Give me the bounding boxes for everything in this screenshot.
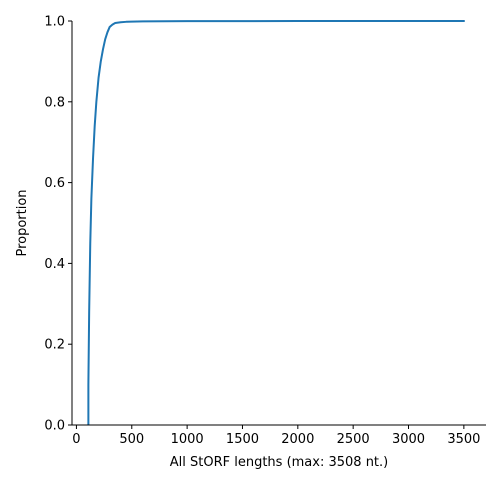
y-tick-label: 0.2 <box>44 338 65 353</box>
plot-area <box>87 20 465 425</box>
x-axis-ticks: 0 500 1000 1500 2000 2500 3000 3500 <box>72 425 480 447</box>
x-tick-label: 1500 <box>226 432 259 447</box>
y-tick-label: 0.8 <box>44 95 65 110</box>
x-tick-label: 500 <box>119 432 144 447</box>
y-tick-label: 0.4 <box>44 257 65 272</box>
x-axis-label: All StORF lengths (max: 3508 nt.) <box>170 455 388 470</box>
x-tick-label: 0 <box>72 432 80 447</box>
y-axis-ticks: 0.0 0.2 0.4 0.6 0.8 1.0 <box>44 15 72 434</box>
x-tick-label: 3000 <box>392 432 425 447</box>
y-axis-label: Proportion <box>15 189 30 256</box>
x-tick-label: 2500 <box>337 432 370 447</box>
x-tick-label: 2000 <box>281 432 314 447</box>
y-tick-label: 0.6 <box>44 176 65 191</box>
y-tick-label: 1.0 <box>44 15 65 30</box>
x-tick-label: 1000 <box>171 432 204 447</box>
y-tick-label: 0.0 <box>44 419 65 434</box>
cdf-series-line <box>87 20 465 425</box>
x-tick-label: 3500 <box>447 432 480 447</box>
